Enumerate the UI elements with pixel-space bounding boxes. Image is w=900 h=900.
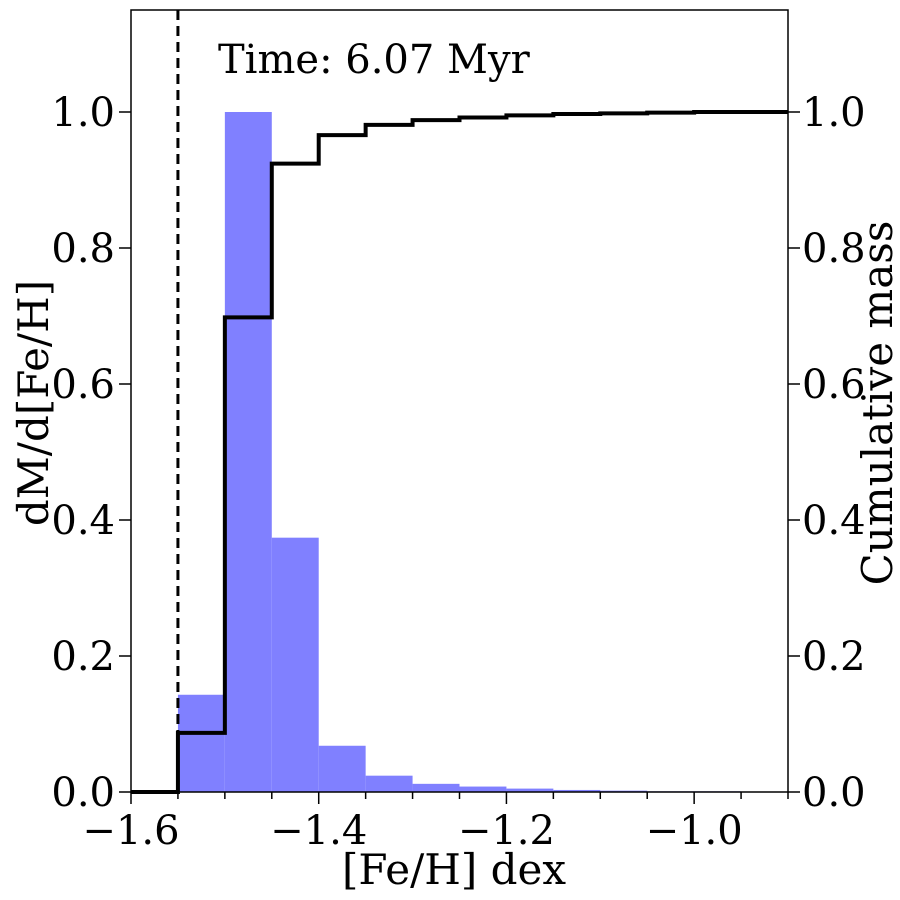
y-axis-label-right: Cumulative mass: [853, 221, 900, 586]
y-right-tick-label: 1.0: [802, 90, 866, 136]
y-right-tick-label: 0.2: [802, 634, 866, 680]
x-tick-label: −1.0: [646, 808, 743, 854]
x-tick-label: −1.2: [458, 808, 555, 854]
y-tick-label: 0.2: [51, 634, 115, 680]
y-tick-label: 0.6: [51, 362, 115, 408]
histogram-bar: [365, 775, 413, 792]
x-tick-label: −1.6: [82, 808, 179, 854]
x-tick-label: −1.4: [270, 808, 367, 854]
y-tick-label: 0.0: [51, 770, 115, 816]
y-tick-label: 0.8: [51, 226, 115, 272]
time-annotation: Time: 6.07 Myr: [218, 37, 531, 83]
histogram-bar: [459, 786, 507, 792]
histogram-bar: [177, 694, 225, 792]
y-right-tick-label: 0.0: [802, 770, 866, 816]
axis-ticks: [119, 111, 800, 804]
y-right-tick-label: 0.4: [802, 498, 866, 544]
x-axis-label: [Fe/H] dex: [342, 845, 566, 894]
cumulative-line-group: [131, 110, 788, 794]
histogram-bars: [177, 112, 742, 792]
y-right-tick-label: 0.8: [802, 226, 866, 272]
histogram-bar: [224, 112, 272, 792]
y-axis-label: dM/d[Fe/H]: [9, 280, 58, 526]
y-right-tick-label: 0.6: [802, 362, 866, 408]
histogram-bar: [553, 789, 601, 792]
y-tick-label: 0.4: [51, 498, 115, 544]
cumulative-line: [131, 110, 788, 794]
histogram-bar: [318, 745, 366, 792]
y-tick-label: 1.0: [51, 90, 115, 136]
histogram-bar: [506, 788, 554, 792]
histogram-bar: [271, 537, 319, 792]
tick-labels: −1.6 −1.4 −1.2 −1.0 0.0 0.2 0.4 0.6 0.8 1.0 0.0 0.2…: [51, 90, 865, 854]
histogram-bar: [412, 783, 460, 792]
